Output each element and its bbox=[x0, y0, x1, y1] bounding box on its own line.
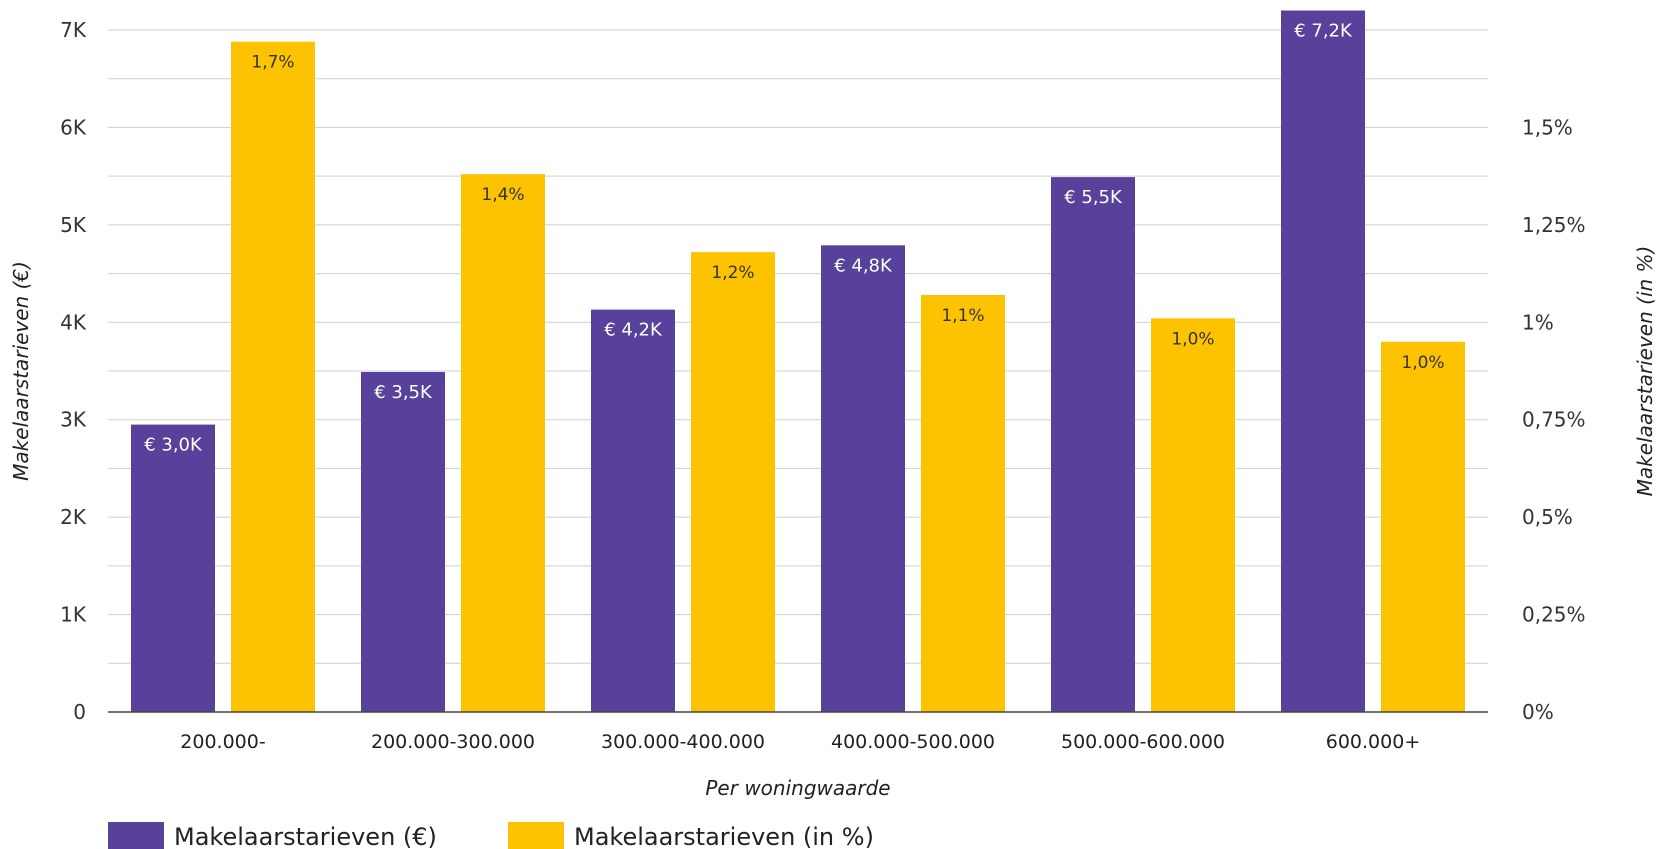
category-label: 400.000-500.000 bbox=[831, 731, 995, 753]
y-tick-label: 2K bbox=[60, 505, 87, 529]
bar-pct bbox=[231, 41, 315, 713]
y-tick-label: 3K bbox=[60, 408, 87, 432]
category-label: 300.000-400.000 bbox=[601, 731, 765, 753]
bar-pct bbox=[1151, 318, 1235, 712]
category-label: 600.000+ bbox=[1326, 731, 1421, 753]
y2-tick-label: 1,25% bbox=[1522, 213, 1586, 237]
bar-eur bbox=[361, 371, 445, 712]
bar-eur bbox=[591, 309, 675, 712]
data-label-pct: 1,2% bbox=[711, 263, 754, 283]
legend-label: Makelaarstarieven (€) bbox=[174, 823, 437, 849]
y-tick-label: 6K bbox=[60, 115, 87, 139]
x-axis-title: Per woningwaarde bbox=[705, 776, 890, 800]
bar-eur bbox=[131, 424, 215, 712]
data-label-eur: € 4,8K bbox=[834, 255, 893, 276]
category-label: 200.000-300.000 bbox=[371, 731, 535, 753]
legend: Makelaarstarieven (€) Makelaarstarieven (… bbox=[108, 822, 874, 849]
data-label-pct: 1,1% bbox=[941, 306, 984, 326]
data-label-pct: 1,7% bbox=[251, 53, 294, 73]
left-axis-ticks: 0 1K 2K 3K 4K 5K 6K 7K bbox=[60, 18, 87, 724]
data-label-pct: 1,4% bbox=[481, 185, 524, 205]
data-label-pct: 1,0% bbox=[1401, 353, 1444, 373]
left-axis-title: Makelaarstarieven (€) bbox=[9, 261, 33, 481]
legend-swatch bbox=[108, 822, 164, 849]
y2-tick-label: 0,75% bbox=[1522, 408, 1586, 432]
y2-tick-label: 1,5% bbox=[1522, 115, 1573, 139]
data-label-eur: € 5,5K bbox=[1064, 187, 1123, 208]
y-tick-label: 0 bbox=[73, 700, 86, 724]
data-label-pct: 1,0% bbox=[1171, 329, 1214, 349]
y-tick-label: 5K bbox=[60, 213, 87, 237]
legend-label: Makelaarstarieven (in %) bbox=[574, 823, 874, 849]
data-label-eur: € 7,2K bbox=[1294, 21, 1353, 42]
category-labels: 200.000- 200.000-300.000 300.000-400.000 40… bbox=[180, 731, 1420, 753]
bar-eur bbox=[1051, 177, 1135, 713]
data-label-eur: € 3,5K bbox=[374, 382, 433, 403]
y2-tick-label: 0% bbox=[1522, 700, 1554, 724]
y-tick-label: 7K bbox=[60, 18, 87, 42]
bar-pct bbox=[691, 252, 775, 712]
data-label-eur: € 4,2K bbox=[604, 320, 663, 341]
data-label-eur: € 3,0K bbox=[144, 435, 203, 456]
right-axis-title: Makelaarstarieven (in %) bbox=[1633, 246, 1657, 497]
y2-tick-label: 1% bbox=[1522, 310, 1554, 334]
y2-tick-label: 0,25% bbox=[1522, 603, 1586, 627]
bar-pct bbox=[461, 174, 545, 713]
right-axis-ticks: 0% 0,25% 0,5% 0,75% 1% 1,25% 1,5% bbox=[1522, 115, 1586, 724]
y-tick-label: 1K bbox=[60, 603, 87, 627]
bar-pct bbox=[1381, 341, 1465, 712]
bars: € 3,0K 1,7% € 3,5K 1,4% € 4,2K 1,2% € 4,8K 1,1%… bbox=[131, 10, 1465, 713]
bar-eur bbox=[821, 245, 905, 712]
y-tick-label: 4K bbox=[60, 310, 87, 334]
y2-tick-label: 0,5% bbox=[1522, 505, 1573, 529]
category-label: 200.000- bbox=[180, 731, 265, 753]
legend-swatch bbox=[508, 822, 564, 849]
bar-eur bbox=[1281, 10, 1365, 713]
gridlines bbox=[108, 29, 1488, 664]
bar-pct bbox=[921, 295, 1005, 712]
category-label: 500.000-600.000 bbox=[1061, 731, 1225, 753]
